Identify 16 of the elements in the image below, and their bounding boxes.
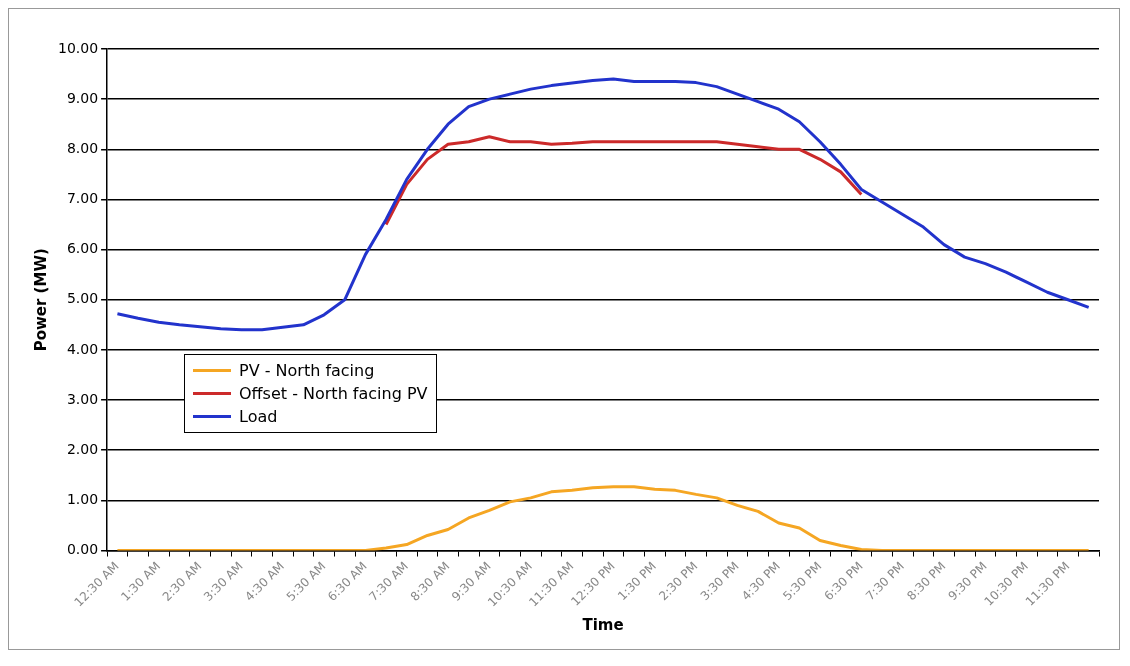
legend-label: Load bbox=[239, 407, 278, 426]
y-tick-label: 8.00 bbox=[66, 139, 99, 156]
y-tick-label: 3.00 bbox=[66, 390, 99, 407]
x-axis-title: Time bbox=[582, 615, 624, 634]
legend-label: Offset - North facing PV bbox=[239, 384, 428, 403]
y-tick-label: 5.00 bbox=[66, 290, 99, 307]
y-tick-label: 10.00 bbox=[57, 39, 99, 56]
y-tick-label: 1.00 bbox=[66, 491, 99, 508]
y-tick-label: 9.00 bbox=[66, 89, 99, 106]
y-tick-label: 6.00 bbox=[66, 240, 99, 257]
y-tick-label: 2.00 bbox=[66, 440, 99, 457]
legend-label: PV - North facing bbox=[239, 361, 375, 380]
y-tick-label: 0.00 bbox=[66, 541, 99, 558]
y-tick-label: 7.00 bbox=[66, 190, 99, 207]
y-axis-title: Power (MW) bbox=[31, 248, 50, 352]
y-tick-label: 4.00 bbox=[66, 340, 99, 357]
